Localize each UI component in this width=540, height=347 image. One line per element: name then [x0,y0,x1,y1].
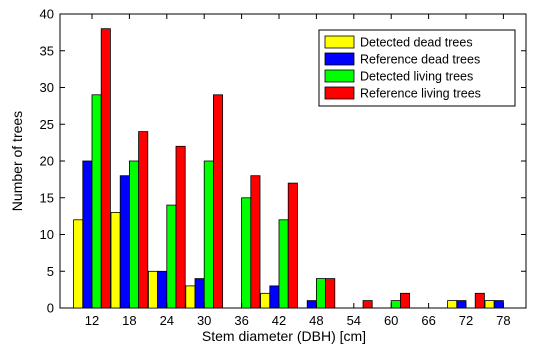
bar-2-30 [194,278,205,309]
x-tick-label: 12 [85,313,99,328]
bar-3-48 [315,278,326,309]
bar-4-12 [100,28,111,309]
legend-swatch [324,86,355,100]
y-tick-label: 40 [40,7,54,22]
y-tick-label: 20 [40,154,54,169]
bar-1-78 [484,300,495,309]
legend-swatch [324,69,355,83]
bar-1-24 [147,270,158,309]
bar-2-24 [157,270,168,309]
x-tick-label: 24 [160,313,174,328]
x-tick-label: 18 [122,313,136,328]
legend-swatch [324,35,355,49]
x-tick-label: 78 [496,313,510,328]
bar-4-72 [474,292,485,309]
bar-4-48 [325,278,336,309]
y-tick-label: 15 [40,190,54,205]
x-tick-label: 48 [309,313,323,328]
bar-4-30 [212,94,223,309]
bar-2-48 [306,300,317,309]
bar-4-36 [250,175,261,309]
x-axis-label: Stem diameter (DBH) [cm] [202,328,366,344]
x-tick-label: 60 [384,313,398,328]
bar-1-42 [260,292,271,309]
x-tick-label: 42 [272,313,286,328]
bar-3-36 [241,197,252,309]
y-tick-label: 10 [40,227,54,242]
bar-4-54 [362,300,373,309]
bar-3-12 [91,94,102,309]
bar-2-78 [493,300,504,309]
legend-label: Detected living trees [360,70,473,84]
bar-1-30 [185,285,196,309]
x-tick-label: 36 [234,313,248,328]
bar-3-18 [128,160,139,309]
legend-label: Reference living trees [360,87,481,101]
legend-swatch [324,52,355,66]
bars-group [73,28,504,309]
bar-2-42 [269,285,280,309]
bar-1-12 [73,219,84,309]
y-axis: 0 5 10 15 20 25 30 35 40 [40,7,526,316]
bar-4-24 [175,145,186,309]
bar-3-24 [166,204,177,309]
bar-1-72 [447,300,458,309]
bar-3-60 [390,300,401,309]
x-tick-label: 30 [197,313,211,328]
legend-label: Reference dead trees [360,53,480,67]
bar-3-30 [203,160,214,309]
y-tick-label: 0 [47,301,54,316]
x-axis: 12 18 24 30 36 42 48 54 60 66 72 78 [85,14,511,328]
x-tick-label: 72 [459,313,473,328]
bar-2-72 [456,300,467,309]
bar-4-42 [287,182,298,309]
y-tick-label: 25 [40,117,54,132]
bar-2-18 [119,175,130,309]
legend-label: Detected dead trees [360,36,473,50]
x-tick-label: 66 [421,313,435,328]
bar-4-18 [138,131,149,309]
y-tick-label: 35 [40,43,54,58]
bar-4-60 [399,292,410,309]
y-axis-label: Number of trees [9,111,25,211]
x-tick-label: 54 [347,313,361,328]
y-tick-label: 30 [40,80,54,95]
bar-2-12 [82,160,93,309]
bar-3-42 [278,219,289,309]
legend: Detected dead trees Reference dead trees D… [318,29,516,107]
bar-1-18 [110,211,121,309]
y-tick-label: 5 [47,264,54,279]
